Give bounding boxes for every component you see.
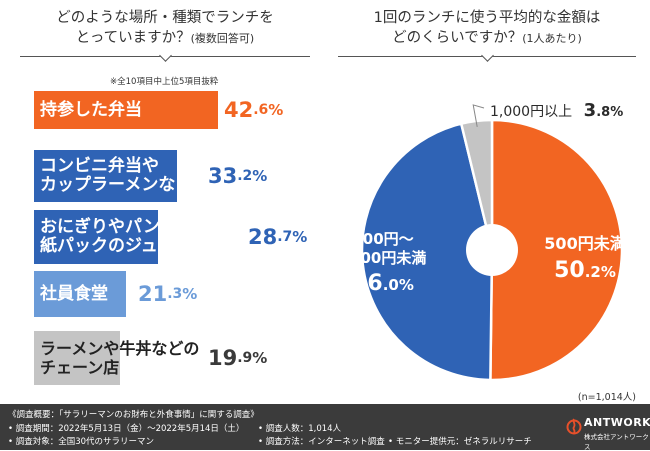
antworks-logo-icon: [566, 418, 582, 435]
bar-category-label: コンビニ弁当や カップラーメンなど: [40, 150, 192, 202]
pie-value-mid-int: 46: [352, 271, 383, 296]
bar-value-dec: .6: [253, 102, 269, 118]
bar: [34, 271, 126, 317]
pie-leader-line: [472, 104, 485, 127]
bar-value-int: 42: [224, 98, 254, 122]
bar-question-line1: どのような場所・種類でランチを: [56, 10, 274, 26]
bar-value-unit: %: [252, 349, 268, 367]
pie-label-mid: 500円〜 1000円未満 46.0%: [318, 230, 448, 298]
survey-period: • 調査期間：2022年5月13日（金）〜2022年5月14日（土）: [8, 424, 245, 434]
pie-center-hole: [466, 224, 518, 276]
bar-value-int: 21: [138, 282, 168, 306]
bar-question-sub: (複数回答可): [190, 32, 255, 45]
pie-value-over1000-dec: .8: [596, 105, 611, 120]
bar: [34, 150, 177, 202]
pie-label-under500: 500円未満 50.2%: [510, 230, 650, 285]
bar-category-line: チェーン店: [40, 358, 120, 377]
bar-value-dec: .3: [167, 286, 183, 302]
pie-chart-question: 1回のランチに使う平均的な金額は どのくらいですか？(1人あたり): [338, 8, 636, 49]
bar-value-unit: %: [252, 167, 268, 185]
bar-value-label: 28.7%: [248, 210, 307, 264]
bar-value-dec: .7: [277, 229, 293, 245]
survey-count: • 調査人数：1,014人: [258, 424, 342, 434]
bar-category-line: 紙パックのジュースなど: [40, 236, 225, 256]
survey-provider: • モニター提供元：ゼネラルリサーチ: [388, 437, 532, 447]
bar-value-unit: %: [292, 228, 308, 246]
bar-category-line: おにぎりやパン 類、: [40, 217, 200, 237]
survey-footer: 《調査概要：「サラリーマンのお財布と外食事情」に関する調査》 • 調査期間：20…: [0, 404, 650, 451]
survey-target: • 調査対象：全国30代のサラリーマン: [8, 437, 155, 447]
pie-question-line1: 1回のランチに使う平均的な金額は: [373, 10, 601, 26]
bar: [34, 210, 158, 264]
bar-category-line: コンビニ弁当や: [40, 156, 159, 176]
pie-value-over1000-int: 3: [583, 100, 597, 121]
bar-category-label: おにぎりやパン 類、 紙パックのジュースなど: [40, 210, 225, 264]
pie-value-under500-pct: %: [600, 263, 616, 281]
bar-value-int: 19: [208, 346, 238, 370]
bar-value-unit: %: [268, 101, 284, 119]
bar: [34, 331, 120, 385]
pie-slice-500-1000: [360, 122, 494, 382]
pie-label-over1000: 1,000円以上 3.8%: [490, 100, 623, 121]
bar-note: ※全10項目中上位5項目抜粋: [110, 77, 219, 87]
pie-question-line2: どのくらいですか？: [392, 30, 523, 46]
bar-value-int: 28: [248, 225, 278, 249]
pie-question-sub: (1人あたり): [522, 32, 582, 45]
pie-label-mid-name2: 1000円未満: [339, 249, 427, 267]
pie-value-mid-pct: %: [398, 276, 414, 294]
survey-method: • 調査方法：インターネット調査: [258, 437, 385, 447]
bar-value-label: 33.2%: [208, 150, 267, 202]
bar-category-label: 持参した弁当: [40, 91, 142, 129]
pie-label-over1000-name: 1,000円以上: [490, 104, 573, 120]
pie-value-under500-dec: .2: [584, 263, 601, 281]
pie-value-over1000-pct: %: [610, 105, 624, 120]
bar-category-line: 持参した弁当: [40, 99, 142, 120]
pie-value-under500-int: 50: [554, 258, 585, 283]
bar-value-unit: %: [182, 285, 198, 303]
bar: [34, 91, 218, 129]
pie-label-mid-name1: 500円〜: [352, 230, 414, 248]
pie-slice-under500: [489, 118, 624, 382]
pie-value-mid-dec: .0: [382, 276, 399, 294]
bar-category-line: ラーメンや牛丼などの: [40, 339, 200, 358]
bar-question-line2: とっていますか？: [75, 30, 191, 46]
bar-category-line: カップラーメンなど: [40, 175, 193, 195]
bar-value-dec: .2: [237, 168, 253, 184]
bar-category-line: 社員食堂: [40, 283, 108, 304]
bar-value-label: 42.6%: [224, 91, 283, 129]
bar-category-label: 社員食堂: [40, 271, 108, 317]
bar-value-int: 33: [208, 164, 238, 188]
bar-chart-question: どのような場所・種類でランチを とっていますか？(複数回答可): [20, 8, 310, 49]
bar-value-label: 21.3%: [138, 271, 197, 317]
survey-title: 《調査概要：「サラリーマンのお財布と外食事情」に関する調査》: [8, 410, 259, 420]
bar-category-label: ラーメンや牛丼などの チェーン店: [40, 331, 199, 385]
logo-subtext: 株式会社アントワークス: [584, 433, 649, 451]
sample-size-note: (n=1,014人): [577, 392, 636, 403]
logo-text: ANTWORKS: [584, 416, 650, 429]
pie-label-under500-name: 500円未満: [544, 234, 626, 253]
bar-value-label: 19.9%: [208, 331, 267, 385]
bar-value-dec: .9: [237, 350, 253, 366]
